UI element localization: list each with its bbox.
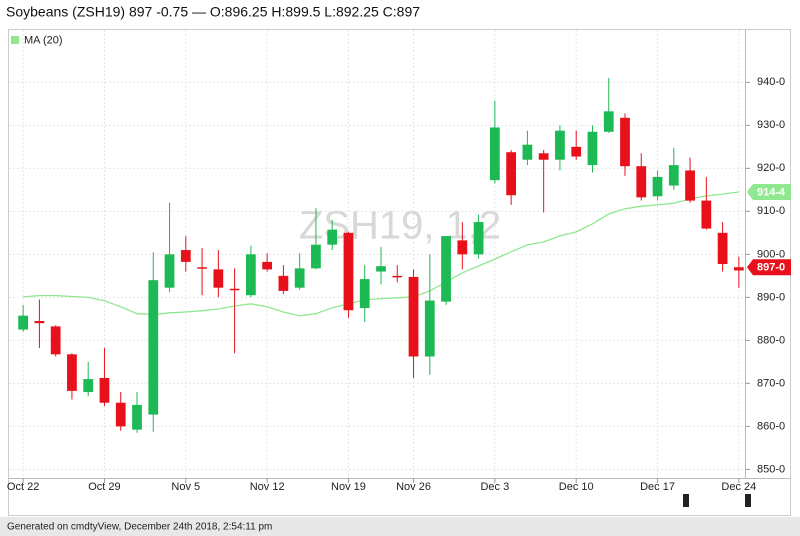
candle-body xyxy=(343,232,354,311)
x-tick-label: Dec 17 xyxy=(640,481,675,493)
candle-body xyxy=(18,315,29,330)
y-tick-label: 920-0 xyxy=(757,162,785,174)
candle-body xyxy=(376,266,386,272)
candle-body xyxy=(489,127,500,181)
candle-body xyxy=(359,279,370,309)
price-tag xyxy=(747,183,791,200)
x-tick-label: Oct 22 xyxy=(7,481,39,493)
x-tick-label: Nov 12 xyxy=(250,481,285,493)
candle-body xyxy=(278,275,289,291)
candle-body xyxy=(197,267,207,269)
candle-body xyxy=(636,166,647,198)
candle-body xyxy=(408,276,419,357)
candle-body xyxy=(327,229,338,245)
y-tick-label: 940-0 xyxy=(757,76,785,88)
scroll-handle[interactable] xyxy=(683,494,689,507)
candle-body xyxy=(701,200,712,229)
y-tick-label: 910-0 xyxy=(757,205,785,217)
candle-body xyxy=(685,170,695,201)
candle-body xyxy=(652,176,663,197)
candle-body xyxy=(668,165,679,186)
candle-body xyxy=(587,131,598,166)
candle-body xyxy=(115,402,126,427)
legend-label: MA (20) xyxy=(24,34,63,46)
candle-body xyxy=(441,236,451,302)
candle-body xyxy=(294,268,305,288)
candle-body xyxy=(457,240,468,255)
price-tag xyxy=(747,259,791,276)
x-tick-label: Nov 26 xyxy=(396,481,431,493)
candle-body xyxy=(733,267,744,271)
x-tick-label: Dec 3 xyxy=(480,481,509,493)
footer-text: Generated on cmdtyView, December 24th 20… xyxy=(7,522,272,533)
candle-body xyxy=(555,130,565,160)
candle-body xyxy=(311,244,321,269)
candle-body xyxy=(245,254,256,296)
candle-body xyxy=(180,250,191,262)
candle-body xyxy=(164,254,175,288)
ma-line xyxy=(23,191,739,317)
y-tick-label: 930-0 xyxy=(757,119,785,131)
candle-body xyxy=(132,404,142,430)
legend-swatch xyxy=(11,36,19,44)
candle-body xyxy=(262,261,273,270)
candle-body xyxy=(522,144,533,160)
candle-body xyxy=(34,321,45,324)
candle-body xyxy=(213,269,224,288)
x-tick-label: Oct 29 xyxy=(88,481,120,493)
candle-body xyxy=(620,117,630,167)
candle-body xyxy=(148,280,159,415)
candle-body xyxy=(99,378,110,403)
x-tick-label: Dec 24 xyxy=(721,481,756,493)
y-tick-label: 890-0 xyxy=(757,291,785,303)
y-tick-label: 900-0 xyxy=(757,248,785,260)
x-tick-label: Nov 19 xyxy=(331,481,366,493)
chart-title: Soybeans (ZSH19) 897 -0.75 — O:896.25 H:… xyxy=(6,4,420,20)
candle-body xyxy=(50,326,61,355)
price-tag-label: 914-4 xyxy=(757,186,786,198)
candle-body xyxy=(538,153,549,160)
footer-bar xyxy=(0,517,800,536)
scroll-handle[interactable] xyxy=(745,494,751,507)
candle-body xyxy=(229,288,240,291)
candle-body xyxy=(506,152,517,196)
candle-body xyxy=(603,111,614,132)
y-tick-label: 850-0 xyxy=(757,463,785,475)
candle-body xyxy=(392,275,403,278)
x-tick-label: Nov 5 xyxy=(171,481,200,493)
candle-body xyxy=(473,222,484,255)
y-tick-label: 860-0 xyxy=(757,420,785,432)
candle-body xyxy=(717,232,728,265)
candle-body xyxy=(83,379,94,392)
candle-body xyxy=(424,300,435,357)
candle-body xyxy=(571,146,582,157)
price-tag-label: 897-0 xyxy=(757,262,785,274)
y-tick-label: 870-0 xyxy=(757,377,785,389)
y-tick-label: 880-0 xyxy=(757,334,785,346)
x-tick-label: Dec 10 xyxy=(559,481,594,493)
candle-body xyxy=(67,354,77,391)
